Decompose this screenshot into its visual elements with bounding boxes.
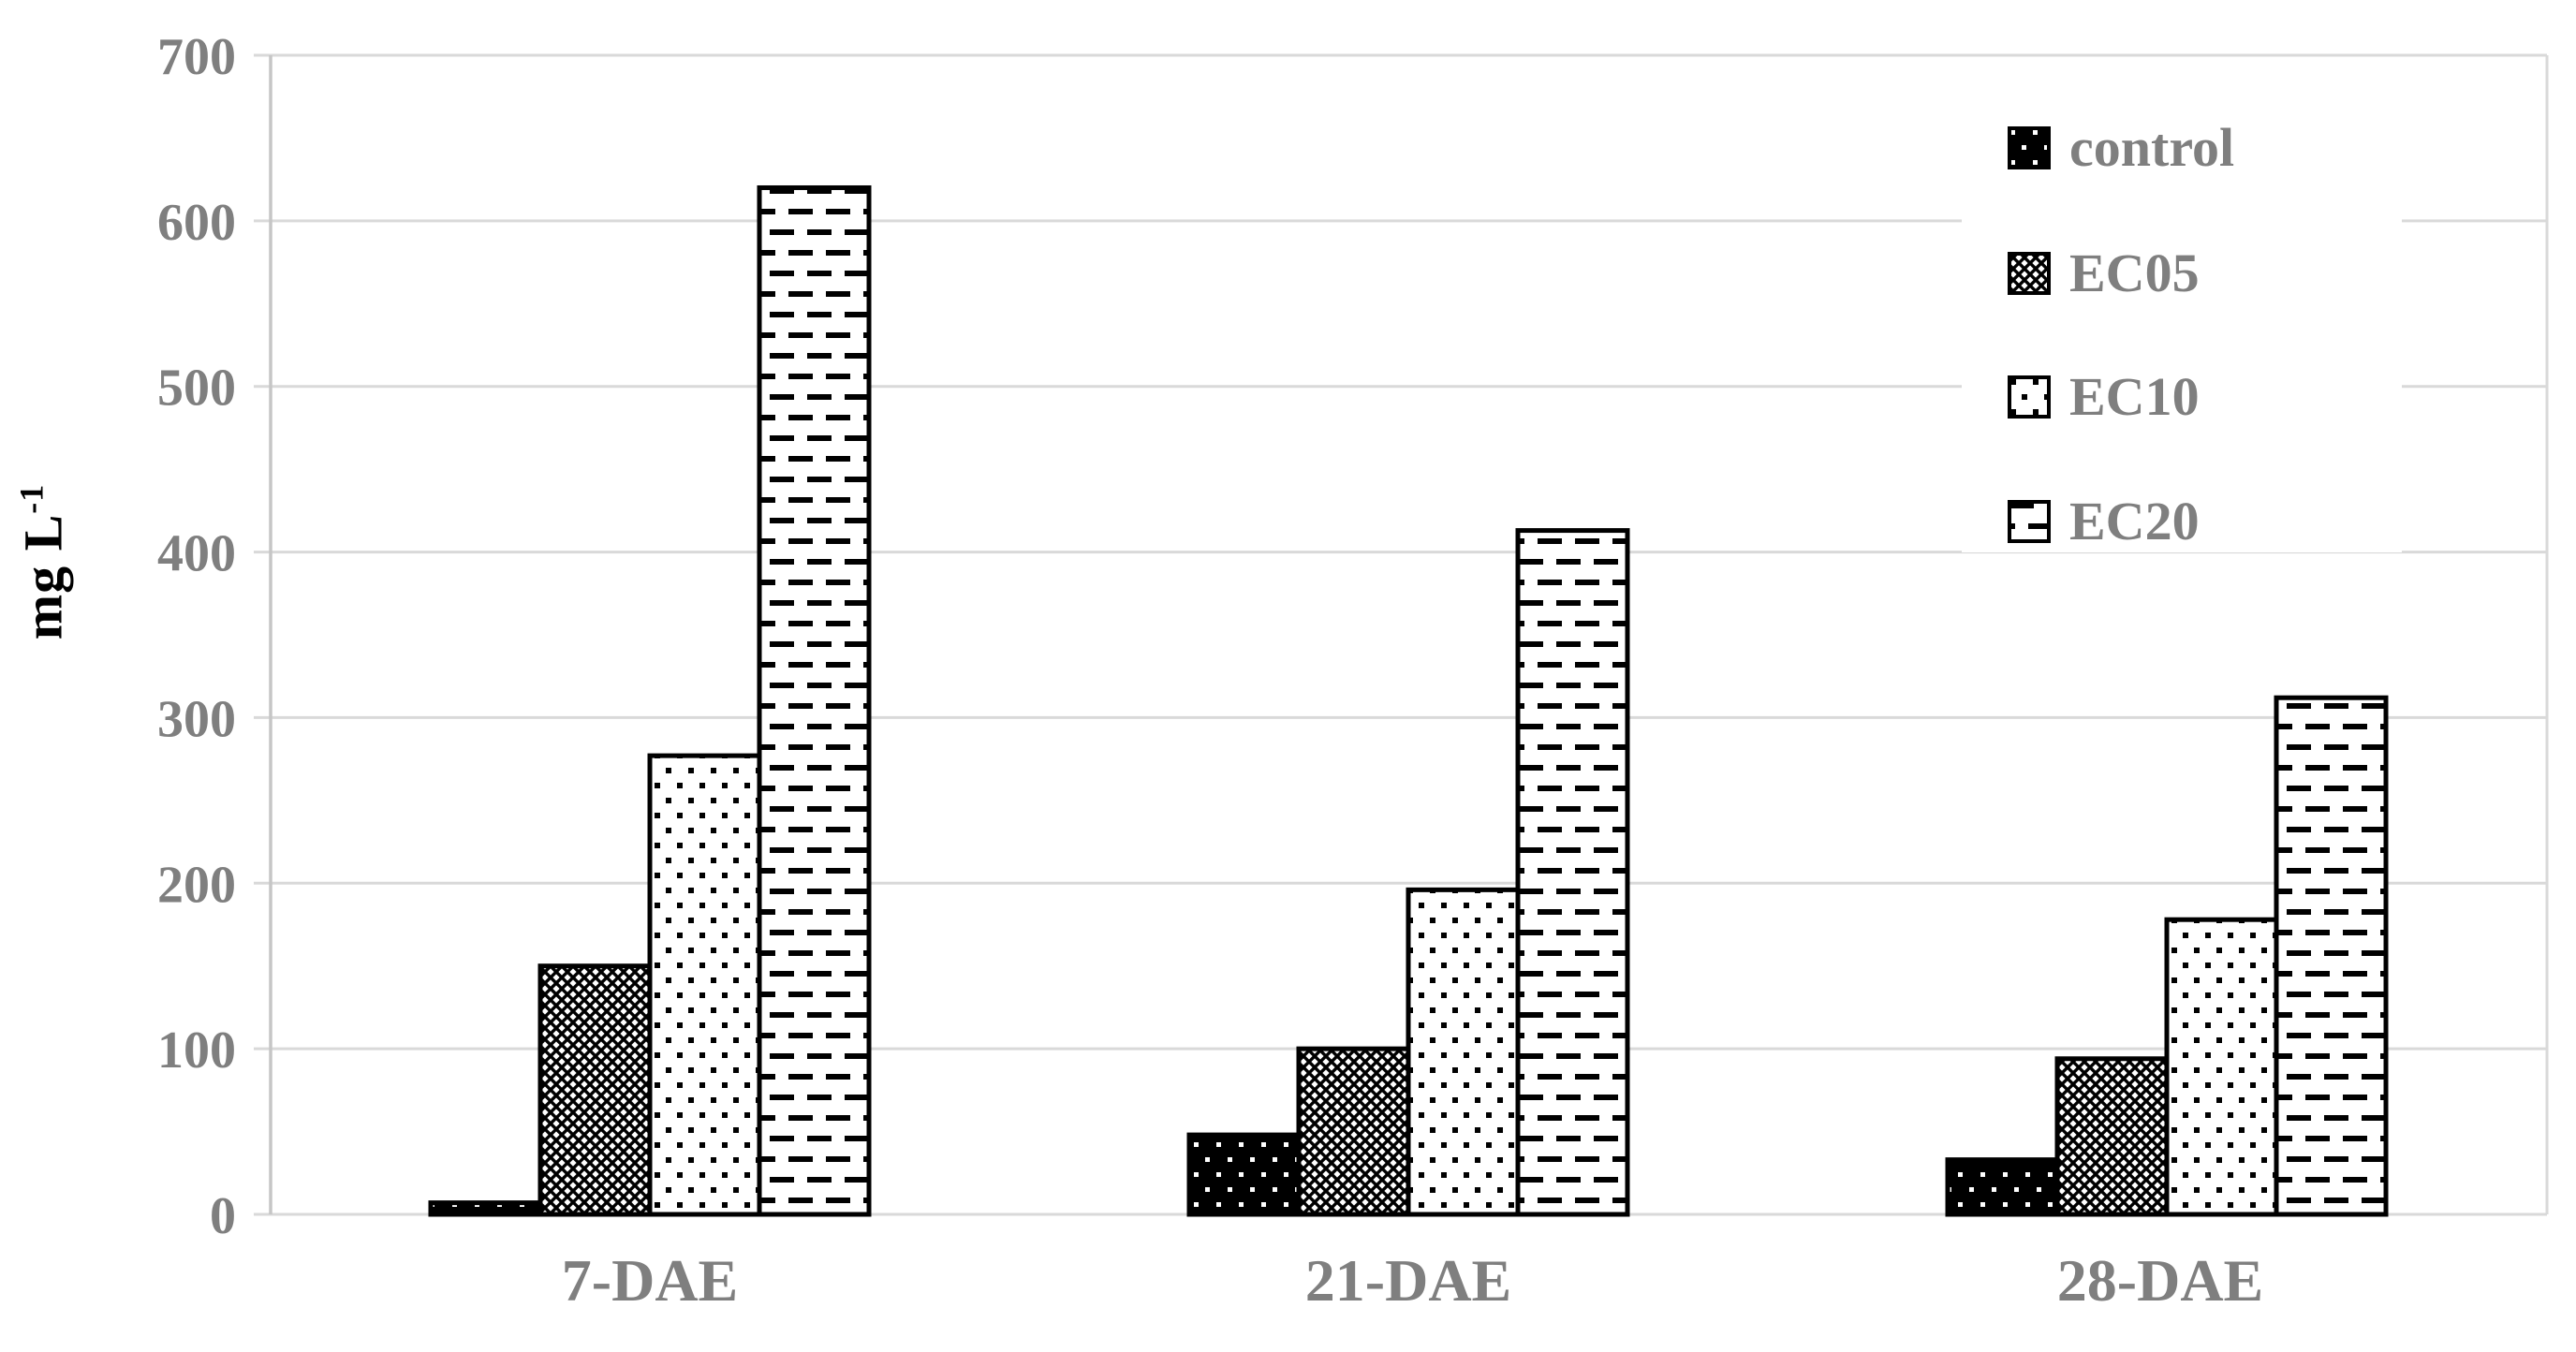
bar-EC05-28-DAE xyxy=(2054,1056,2170,1217)
y-tick-label-300: 300 xyxy=(157,690,236,748)
bar-EC10-21-DAE xyxy=(1406,887,1521,1217)
legend-swatch-ec05 xyxy=(2008,252,2051,295)
legend-swatch-control xyxy=(2008,126,2051,169)
y-tick-label-500: 500 xyxy=(157,360,236,418)
x-axis-label-21-dae: 21-DAE xyxy=(1304,1247,1512,1314)
bar-EC10-28-DAE xyxy=(2164,917,2279,1217)
bar-control-28-DAE xyxy=(1945,1157,2060,1217)
bar-EC05-21-DAE xyxy=(1296,1046,1411,1217)
y-tick-label-200: 200 xyxy=(157,856,236,914)
bar-control-7-DAE xyxy=(428,1200,543,1217)
y-tick-label-100: 100 xyxy=(157,1021,236,1080)
y-axis-title-text: mg L xyxy=(12,513,74,640)
x-axis-label-7-dae: 7-DAE xyxy=(561,1247,739,1314)
legend-item-ec05: EC05 xyxy=(1962,241,2402,306)
bar-EC20-21-DAE xyxy=(1515,528,1630,1217)
legend-swatch-ec20 xyxy=(2008,500,2051,543)
legend-label-ec05: EC05 xyxy=(2069,242,2200,303)
y-tick-label-0: 0 xyxy=(210,1187,236,1245)
legend-item-control: control xyxy=(1962,115,2402,181)
legend-item-ec20: EC20 xyxy=(1962,489,2402,554)
bar-EC10-7-DAE xyxy=(647,753,762,1217)
bar-EC20-7-DAE xyxy=(757,184,872,1217)
bar-EC05-7-DAE xyxy=(537,963,653,1217)
legend-label-ec20: EC20 xyxy=(2069,491,2200,551)
y-tick-label-600: 600 xyxy=(157,194,236,252)
legend-swatch-ec10 xyxy=(2008,375,2051,419)
legend-label-control: control xyxy=(2069,117,2235,178)
bar-EC20-28-DAE xyxy=(2274,695,2389,1217)
y-axis-title-superscript: -1 xyxy=(12,483,51,514)
legend: control EC05 EC10 EC20 xyxy=(1962,89,2402,552)
legend-item-ec10: EC10 xyxy=(1962,364,2402,430)
y-tick-label-400: 400 xyxy=(157,525,236,583)
y-tick-label-700: 700 xyxy=(157,28,236,86)
x-axis-label-28-dae: 28-DAE xyxy=(2056,1247,2264,1314)
bar-control-21-DAE xyxy=(1186,1132,1302,1217)
legend-label-ec10: EC10 xyxy=(2069,366,2200,427)
y-axis-title: mg L-1 xyxy=(11,484,74,639)
